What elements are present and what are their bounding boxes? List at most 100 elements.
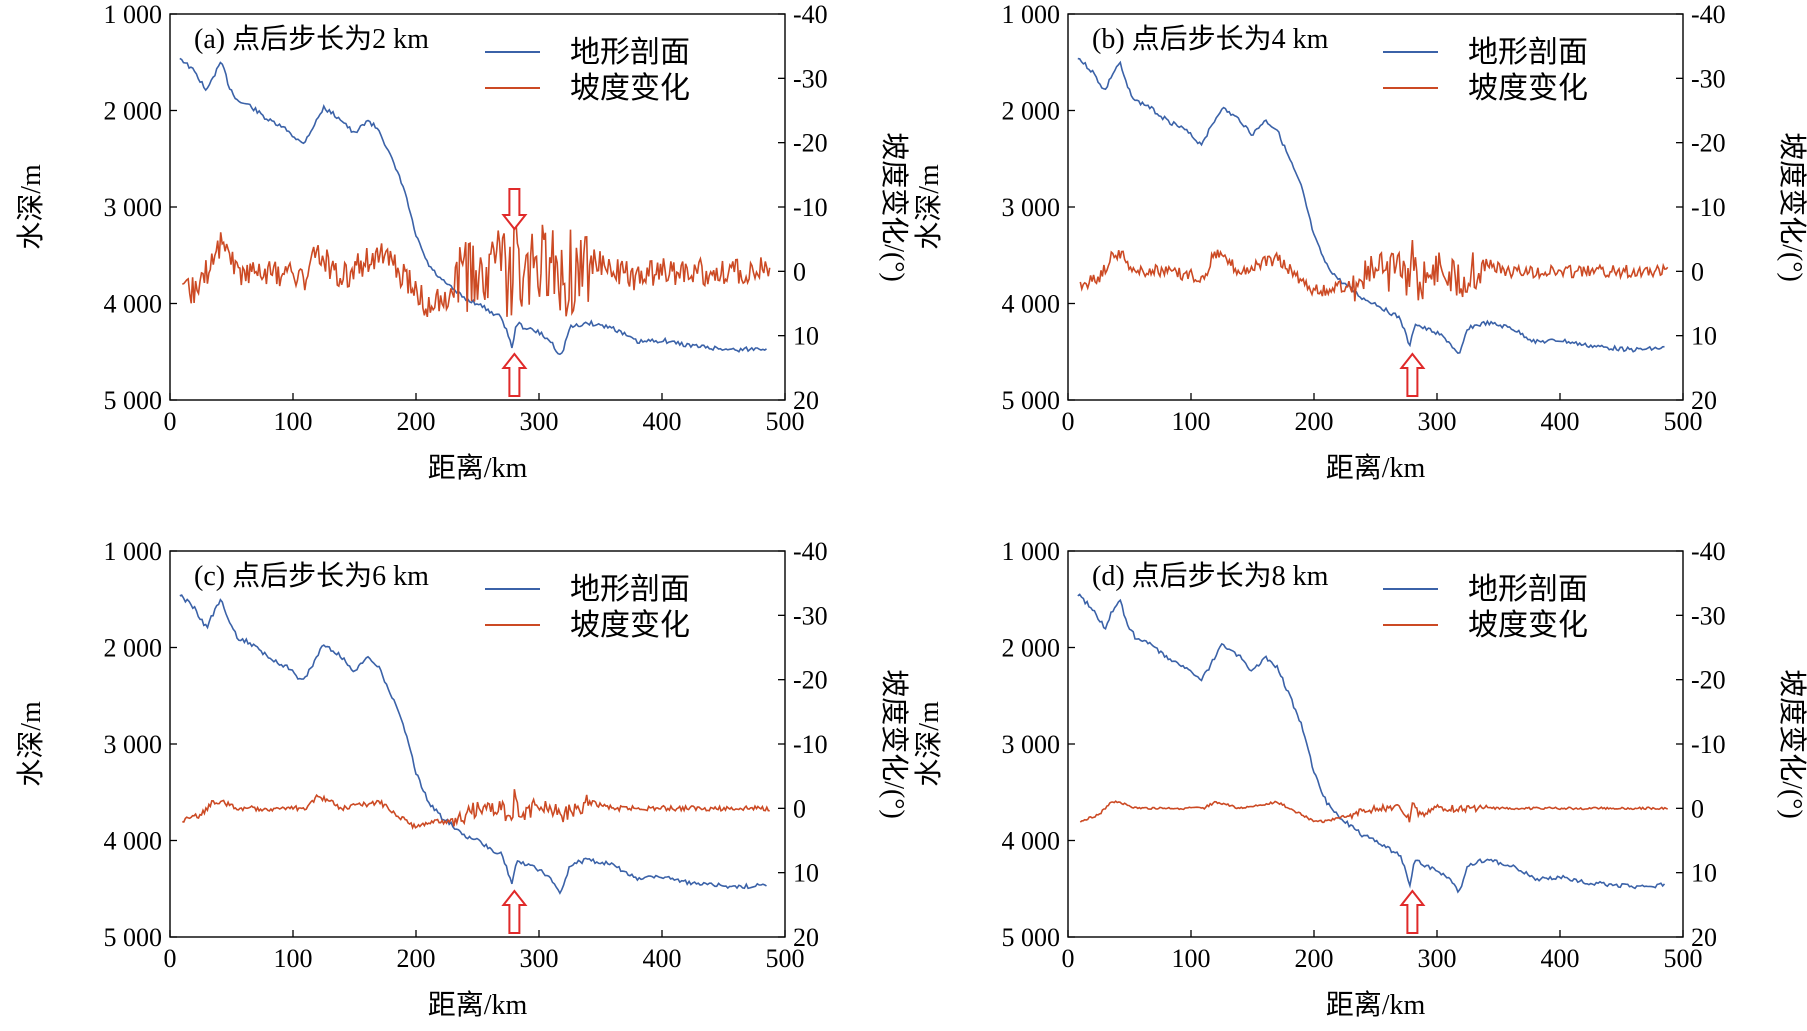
x-tick-label: 100	[1172, 407, 1211, 436]
y-right-tick-label: 0	[793, 257, 806, 286]
series-line-profile	[1077, 57, 1665, 354]
y-right-axis-label: 坡度变化/(°)	[878, 132, 910, 282]
arrow-top-icon	[501, 188, 528, 231]
series-line-slope	[182, 789, 770, 831]
x-tick-label: 200	[397, 407, 436, 436]
y-right-tick-label: -20	[1691, 666, 1726, 695]
y-right-tick-label: 20	[793, 923, 819, 952]
y-right-tick-label: -20	[793, 666, 828, 695]
y-left-tick-label: 2 000	[1002, 634, 1061, 663]
plot-frame	[1067, 13, 1684, 401]
x-tick-label: 300	[1418, 407, 1457, 436]
y-left-tick-label: 4 000	[104, 290, 163, 319]
y-left-tick-label: 1 000	[104, 537, 163, 566]
y-left-tick-label: 3 000	[104, 730, 163, 759]
x-tick-label: 300	[520, 407, 559, 436]
y-right-tick-label: -10	[1691, 193, 1726, 222]
x-tick-label: 500	[1664, 407, 1703, 436]
y-right-tick-label: -40	[1691, 0, 1726, 29]
plot-frame	[169, 13, 786, 401]
arrow-bottom-icon	[1399, 889, 1426, 934]
y-right-tick-label: 0	[1691, 257, 1704, 286]
y-right-tick-label: -20	[793, 129, 828, 158]
series-line-profile	[1077, 593, 1666, 894]
y-left-tick-label: 4 000	[104, 827, 163, 856]
panel-title: (c) 点后步长为6 km	[194, 560, 429, 592]
series-line-slope	[182, 206, 771, 318]
y-left-tick-label: 5 000	[1002, 923, 1061, 952]
y-right-tick-label: -30	[793, 64, 828, 93]
y-right-tick-label: -40	[1691, 537, 1726, 566]
x-tick-label: 500	[766, 407, 805, 436]
legend-label-profile: 地形剖面	[570, 573, 690, 606]
x-tick-label: 200	[397, 944, 436, 973]
legend-label-profile: 地形剖面	[1468, 573, 1588, 606]
x-tick-label: 200	[1295, 407, 1334, 436]
x-tick-label: 100	[274, 944, 313, 973]
y-left-tick-label: 1 000	[1002, 537, 1061, 566]
legend-label-slope: 坡度变化	[1468, 72, 1588, 105]
x-tick-label: 0	[1062, 944, 1075, 973]
y-right-tick-label: -10	[793, 730, 828, 759]
y-left-tick-label: 4 000	[1002, 827, 1061, 856]
y-right-tick-label: -40	[793, 0, 828, 29]
y-right-axis-label: 坡度变化/(°)	[1776, 669, 1807, 819]
x-tick-label: 400	[1541, 944, 1580, 973]
y-right-tick-label: 0	[793, 794, 806, 823]
y-left-tick-label: 5 000	[1002, 386, 1061, 415]
y-left-tick-label: 5 000	[104, 386, 163, 415]
y-left-tick-label: 1 000	[1002, 0, 1061, 29]
x-axis-label: 距离/km	[428, 452, 528, 484]
plot-frame	[169, 550, 786, 938]
series-line-slope	[1079, 800, 1668, 824]
y-right-tick-label: -10	[1691, 730, 1726, 759]
y-right-tick-label: -10	[793, 193, 828, 222]
x-tick-label: 300	[520, 944, 559, 973]
y-right-tick-label: 10	[1691, 859, 1717, 888]
legend-label-profile: 地形剖面	[1468, 36, 1588, 69]
panel-title: (d) 点后步长为8 km	[1092, 560, 1329, 592]
x-tick-label: 0	[164, 944, 177, 973]
plot-frame	[1067, 550, 1684, 938]
series-line-profile	[179, 57, 767, 356]
x-tick-label: 100	[274, 407, 313, 436]
y-right-tick-label: -40	[793, 537, 828, 566]
y-left-axis-label: 水深/m	[15, 164, 47, 250]
x-tick-label: 400	[643, 944, 682, 973]
arrow-bottom-icon	[501, 352, 528, 397]
y-right-tick-label: 20	[1691, 923, 1717, 952]
y-left-tick-label: 1 000	[104, 0, 163, 29]
arrow-bottom-icon	[1399, 352, 1426, 397]
legend-label-slope: 坡度变化	[570, 72, 690, 105]
x-tick-label: 100	[1172, 944, 1211, 973]
y-left-tick-label: 5 000	[104, 923, 163, 952]
y-right-tick-label: 0	[1691, 794, 1704, 823]
y-left-tick-label: 2 000	[104, 634, 163, 663]
x-tick-label: 500	[766, 944, 805, 973]
arrow-bottom-icon	[501, 889, 528, 934]
y-left-axis-label: 水深/m	[913, 701, 945, 787]
legend-label-profile: 地形剖面	[570, 36, 690, 69]
y-left-tick-label: 4 000	[1002, 290, 1061, 319]
chart-panel-a: 0 100 200 300 400 500 1 000 2 000 3 000 4 000 5 00…	[15, 0, 910, 484]
panel-title: (b) 点后步长为4 km	[1092, 23, 1329, 55]
series-line-profile	[179, 594, 767, 895]
x-tick-label: 400	[643, 407, 682, 436]
series-line-slope	[1079, 239, 1669, 302]
y-right-tick-label: -30	[793, 601, 828, 630]
y-right-tick-label: -30	[1691, 64, 1726, 93]
y-right-tick-label: 10	[1691, 322, 1717, 351]
x-tick-label: 500	[1664, 944, 1703, 973]
y-right-tick-label: 10	[793, 859, 819, 888]
y-left-tick-label: 3 000	[104, 193, 163, 222]
y-left-tick-label: 2 000	[104, 97, 163, 126]
y-right-tick-label: 20	[1691, 386, 1717, 415]
y-right-tick-label: -20	[1691, 129, 1726, 158]
x-tick-label: 0	[1062, 407, 1075, 436]
x-axis-label: 距离/km	[1326, 452, 1426, 484]
x-tick-label: 200	[1295, 944, 1334, 973]
y-right-axis-label: 坡度变化/(°)	[878, 669, 910, 819]
